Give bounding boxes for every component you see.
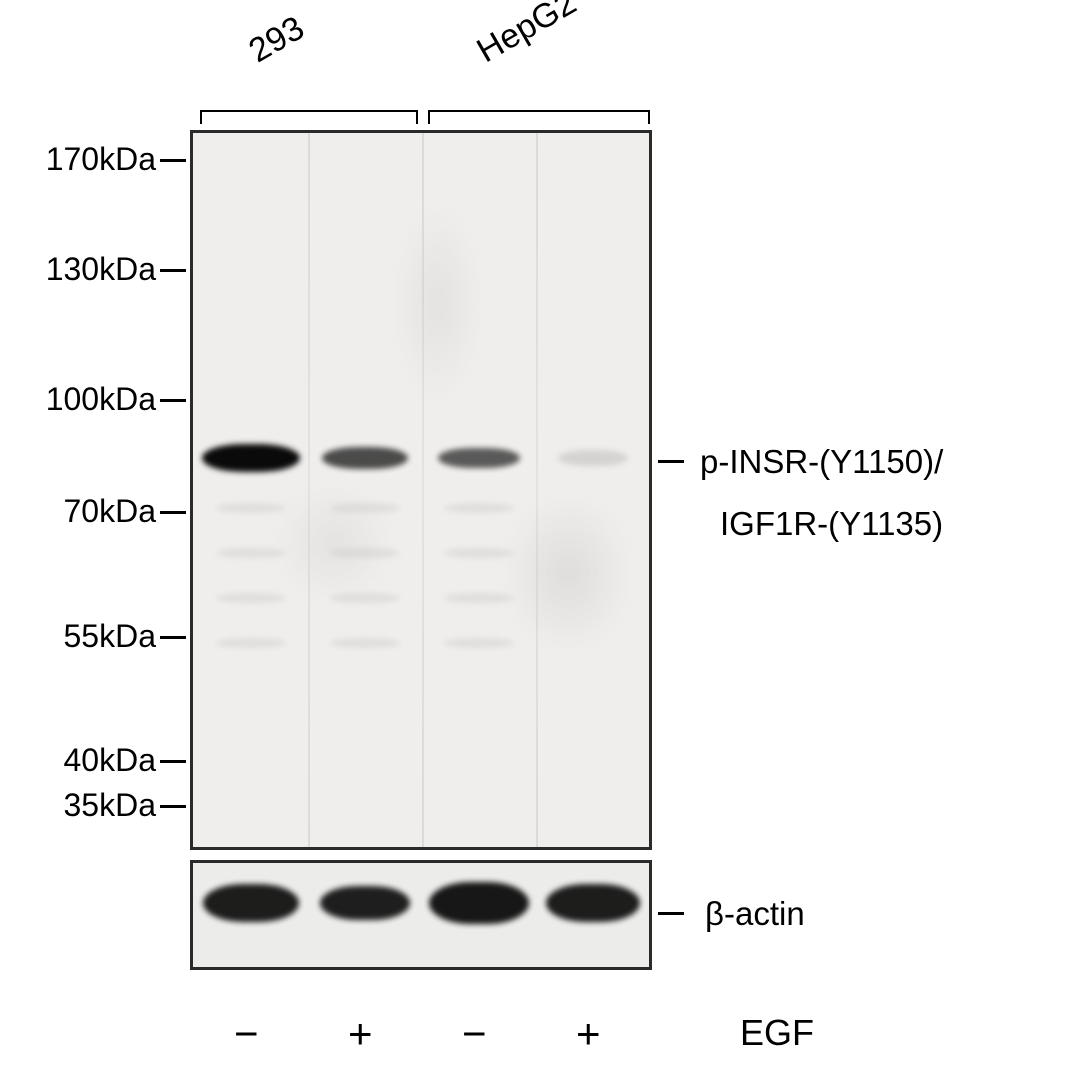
treatment-val-0: − <box>234 1010 259 1058</box>
main-blot <box>190 130 652 850</box>
nonspecific-band <box>216 593 286 603</box>
cell-line-label-293: 293 <box>243 9 312 71</box>
target-band-lane-2 <box>438 448 520 468</box>
treatment-val-1: + <box>348 1010 373 1058</box>
mw-tick-1 <box>160 269 186 272</box>
actin-band-lane-2 <box>429 882 529 924</box>
actin-label: β-actin <box>705 895 805 933</box>
actin-tick <box>658 912 684 915</box>
nonspecific-band <box>444 548 514 558</box>
smear-2 <box>503 493 633 653</box>
mw-tick-4 <box>160 636 186 639</box>
actin-band-lane-1 <box>320 886 410 920</box>
actin-band-lane-3 <box>546 884 640 922</box>
smear-0 <box>393 203 483 403</box>
target-label-line2: IGF1R-(Y1135) <box>720 505 943 543</box>
smear-1 <box>273 483 393 603</box>
actin-blot-inner <box>193 863 649 967</box>
mw-label-6: 35kDa <box>64 787 157 824</box>
mw-label-1: 130kDa <box>46 251 156 288</box>
nonspecific-band <box>330 503 400 513</box>
cell-line-label-hepg2: HepG2 <box>471 0 584 71</box>
nonspecific-band <box>216 638 286 648</box>
main-blot-inner <box>193 133 649 847</box>
actin-band-lane-0 <box>203 884 299 922</box>
bracket-293 <box>200 110 418 112</box>
western-blot-figure: 293 HepG2 170kDa 130kDa 100kDa 70kDa 55kDa 40… <box>0 0 1080 1082</box>
mw-label-0: 170kDa <box>46 141 156 178</box>
target-band-lane-0 <box>202 444 300 472</box>
mw-tick-5 <box>160 760 186 763</box>
treatment-val-3: + <box>576 1010 601 1058</box>
lane-divider-3 <box>536 133 538 847</box>
mw-tick-0 <box>160 159 186 162</box>
target-band-lane-3 <box>558 450 628 466</box>
target-band-lane-1 <box>322 447 408 469</box>
mw-label-2: 100kDa <box>46 381 156 418</box>
mw-label-3: 70kDa <box>64 493 157 530</box>
nonspecific-band <box>330 548 400 558</box>
nonspecific-band <box>216 503 286 513</box>
nonspecific-band <box>330 593 400 603</box>
actin-blot <box>190 860 652 970</box>
mw-tick-3 <box>160 511 186 514</box>
target-tick <box>658 460 684 463</box>
treatment-val-2: − <box>462 1010 487 1058</box>
treatment-name: EGF <box>740 1012 814 1054</box>
target-label-line1: p-INSR-(Y1150)/ <box>700 443 943 481</box>
nonspecific-band <box>444 638 514 648</box>
mw-tick-2 <box>160 399 186 402</box>
mw-label-4: 55kDa <box>64 618 157 655</box>
mw-label-5: 40kDa <box>64 742 157 779</box>
nonspecific-band <box>444 593 514 603</box>
mw-tick-6 <box>160 805 186 808</box>
nonspecific-band <box>330 638 400 648</box>
nonspecific-band <box>216 548 286 558</box>
bracket-hepg2 <box>428 110 650 112</box>
nonspecific-band <box>444 503 514 513</box>
